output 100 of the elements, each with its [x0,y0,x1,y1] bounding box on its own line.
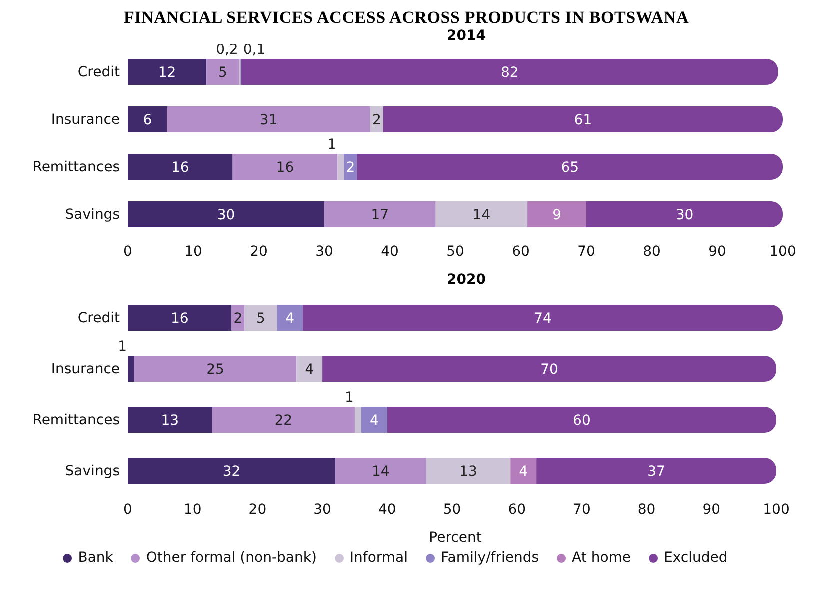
data-label: 5 [256,311,266,327]
bar [510,458,537,484]
x-tick-label: 60 [508,502,526,518]
data-label: 2 [234,311,243,327]
x-tick-label: 20 [250,244,268,260]
x-tick-label: 90 [702,502,721,518]
x-tick-label: 100 [770,244,796,260]
bar [232,154,338,180]
legend-label: Informal [350,550,408,566]
bar [528,202,586,228]
y-tick-label: Savings [65,207,120,224]
bar [244,305,278,331]
y-tick-label: Savings [65,463,120,480]
data-label: 30 [217,208,236,224]
data-label: 74 [534,311,552,327]
data-label: 14 [472,208,491,224]
x-axis-title: Percent [429,530,482,546]
data-label: 82 [500,65,519,81]
bar [128,59,207,85]
bar [277,305,304,331]
legend-label: Family/friends [441,550,540,566]
bar [338,154,344,180]
bar [128,458,336,484]
bar [296,356,323,382]
data-label: 61 [574,112,592,128]
x-tick-label: 40 [378,502,396,518]
bar [128,154,233,180]
x-tick-label: 30 [316,244,334,260]
bar [303,305,783,331]
legend-label: Bank [78,550,114,566]
data-label: 2 [372,112,382,128]
data-label: 9 [552,208,562,224]
bar [241,59,778,85]
bar [344,154,358,180]
data-label: 17 [371,208,390,224]
bar [586,202,783,228]
x-tick-label: 70 [573,502,591,518]
x-tick-label: 50 [446,244,464,260]
x-tick-label: 80 [643,244,661,260]
x-tick-label: 50 [443,502,462,518]
bar [361,407,388,433]
bar [357,154,783,180]
x-tick-label: 40 [381,244,399,260]
data-label: 6 [143,112,152,128]
bar [324,202,436,228]
data-label: 65 [561,160,580,176]
data-label: 30 [676,208,694,224]
x-tick-label: 70 [578,244,596,260]
bar [128,407,212,433]
legend-label: At home [572,550,632,566]
bar [322,356,777,382]
data-label: 13 [161,413,180,429]
chart-subtitle: 2014 [447,28,486,44]
data-label: 5 [218,65,228,81]
bar [128,106,168,132]
data-label: 22 [274,413,293,429]
y-tick-label: Credit [78,310,121,326]
y-tick-label: Insurance [51,112,120,128]
data-label: 32 [222,464,241,480]
legend-label: Excluded [664,550,728,566]
bar [536,458,777,484]
y-tick-label: Credit [78,64,121,81]
bar [212,407,355,433]
x-tick-label: 80 [638,502,656,518]
data-label: 13 [460,464,478,480]
y-tick-label: Insurance [51,361,120,378]
data-label: 1 [328,137,337,153]
x-tick-label: 60 [512,244,530,260]
x-tick-label: 0 [124,244,132,260]
bar [387,407,777,433]
data-label: 12 [158,65,176,81]
data-label: 60 [573,413,591,429]
data-label: 16 [171,160,190,176]
bar [134,356,297,382]
chart-title: FINANCIAL SERVICES ACCESS ACROSS PRODUCTS IN BOTSWANA [122,8,690,28]
data-label: 16 [170,311,189,327]
bar [128,202,324,228]
data-label: 25 [206,362,224,378]
data-label: 70 [540,362,558,378]
y-tick-label: Remittances [32,412,120,428]
data-label: 4 [286,311,295,327]
data-label: 16 [276,160,294,176]
chart-title: 2020 [446,272,487,288]
data-label: 37 [648,464,666,480]
x-tick-label: 10 [184,502,202,518]
bar [354,407,362,433]
data-label: 14 [372,464,390,480]
bar [167,106,370,132]
data-label: 1 [118,339,127,355]
data-label: 4 [305,362,314,378]
y-tick-label: Remittances [32,160,120,176]
data-label: 4 [519,464,528,480]
legend-label: Other formal (non-bank) [146,550,317,566]
data-label: 2 [346,160,356,176]
bar [383,106,783,132]
x-tick-label: 10 [184,244,202,260]
x-tick-label: 20 [248,502,267,518]
data-label: 4 [370,413,379,429]
x-tick-label: 30 [314,502,332,518]
bar [128,356,134,382]
